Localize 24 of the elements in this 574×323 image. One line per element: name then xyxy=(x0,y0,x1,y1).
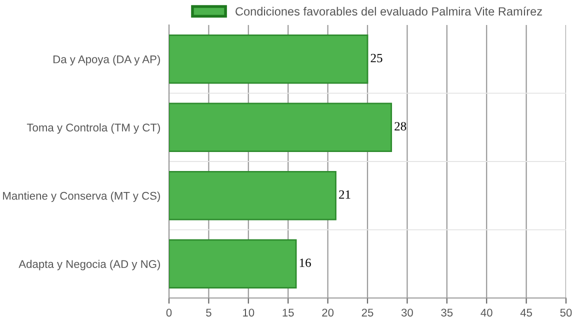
bar xyxy=(169,171,336,220)
bar xyxy=(169,239,297,288)
data-label: 21 xyxy=(339,190,350,199)
x-tick-label: 0 xyxy=(166,308,172,317)
x-tick-label: 25 xyxy=(362,308,374,317)
data-label: 25 xyxy=(370,54,382,62)
y-tick-label: Da y Apoya (DA y AP) xyxy=(54,55,160,66)
bar xyxy=(169,34,368,84)
y-tick-label: Toma y Controla (TM y CT) xyxy=(26,123,160,134)
data-label: 28 xyxy=(394,122,406,131)
y-tick-label: Mantiene y Conserva (MT y CS) xyxy=(3,192,160,202)
y-tick-label: Adapta y Negocia (AD y NG) xyxy=(18,260,160,270)
x-tick-label: 50 xyxy=(560,308,572,317)
data-label: 16 xyxy=(300,258,311,268)
legend-label: Condiciones favorables del evaluado Palmira Vite Ramírez xyxy=(236,6,542,16)
x-tick-label: 45 xyxy=(520,308,532,317)
bar xyxy=(169,102,392,152)
x-tick-label: 5 xyxy=(206,308,212,317)
x-tick-label: 40 xyxy=(480,308,492,317)
x-tick-label: 20 xyxy=(322,308,334,317)
x-tick-label: 10 xyxy=(243,308,254,317)
x-tick-label: 35 xyxy=(441,308,453,317)
x-tick-label: 15 xyxy=(282,308,294,317)
x-tick-label: 30 xyxy=(401,308,413,317)
